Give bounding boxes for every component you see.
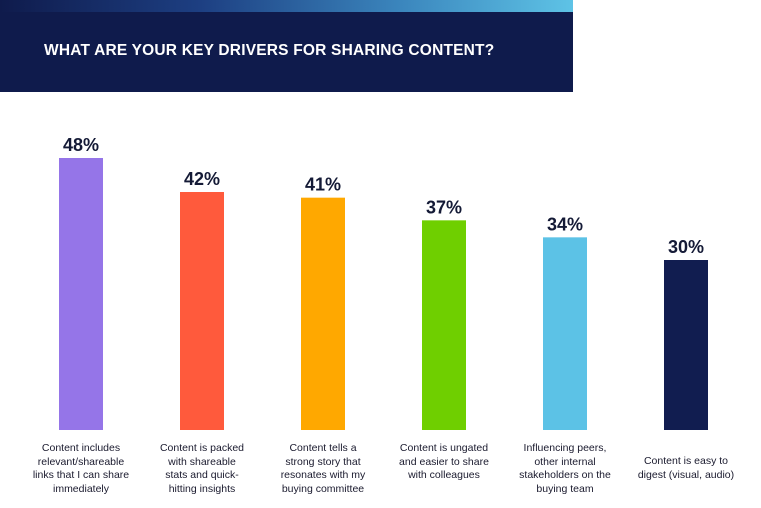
bar-1 xyxy=(59,158,103,430)
bar-5 xyxy=(543,237,587,430)
data-label-4: 37% xyxy=(426,197,462,217)
header-band: WHAT ARE YOUR KEY DRIVERS FOR SHARING CO… xyxy=(0,0,573,92)
data-label-3: 41% xyxy=(305,175,341,195)
bar-4 xyxy=(422,220,466,430)
category-label-5: Influencing peers, other internal stakehol… xyxy=(519,442,611,495)
bar-2 xyxy=(180,192,224,430)
data-label-6: 30% xyxy=(668,237,704,257)
data-label-1: 48% xyxy=(63,135,99,155)
category-label-6: Content is easy to digest (visual, audio) xyxy=(637,455,735,481)
bar-6 xyxy=(664,260,708,430)
header-gradient-strip xyxy=(0,0,573,12)
bar-3 xyxy=(301,197,345,430)
page-title: WHAT ARE YOUR KEY DRIVERS FOR SHARING CO… xyxy=(44,42,495,59)
data-label-2: 42% xyxy=(184,169,220,189)
category-label-3: Content tells a strong story that resonate… xyxy=(280,442,366,495)
category-label-2: Content is packed with shareable stats and… xyxy=(159,442,245,495)
data-label-5: 34% xyxy=(547,214,583,234)
category-label-4: Content is ungated and easier to share wit… xyxy=(399,442,489,481)
category-label-1: Content includes relevant/shareable links … xyxy=(32,442,130,495)
